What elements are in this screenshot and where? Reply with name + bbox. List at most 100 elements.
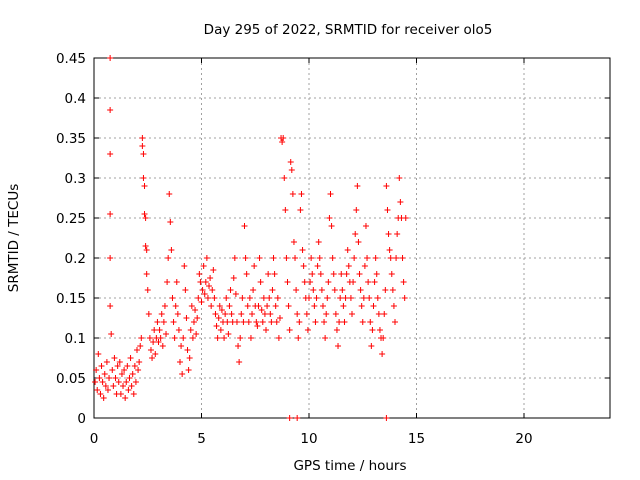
data-point — [263, 327, 269, 333]
data-point — [190, 319, 197, 325]
data-point — [272, 303, 279, 309]
data-point — [257, 279, 264, 285]
data-point — [130, 391, 137, 397]
data-point — [281, 175, 288, 181]
data-point — [151, 327, 158, 333]
data-point — [376, 327, 383, 333]
data-point — [361, 263, 368, 269]
data-point — [193, 331, 200, 337]
data-point — [267, 311, 274, 317]
data-point — [246, 295, 253, 301]
data-point — [351, 255, 358, 261]
plot-frame — [93, 57, 611, 419]
data-point — [382, 287, 389, 293]
data-point — [115, 379, 122, 385]
data-point — [242, 255, 249, 261]
data-point — [283, 255, 290, 261]
data-point — [284, 279, 291, 285]
data-point — [399, 255, 406, 261]
y-tick-label: 0.4 — [65, 91, 86, 107]
data-point — [170, 319, 177, 325]
data-point — [336, 319, 343, 325]
data-point — [321, 319, 328, 325]
data-point — [386, 247, 393, 253]
data-point — [184, 347, 191, 353]
data-point — [317, 271, 324, 277]
data-point — [309, 271, 316, 277]
data-point — [213, 323, 220, 329]
data-point — [92, 379, 99, 385]
data-point — [194, 315, 201, 321]
data-point — [175, 327, 182, 333]
data-point — [137, 343, 144, 349]
data-point — [141, 211, 148, 217]
data-point — [196, 271, 203, 277]
y-tick-label: 0.45 — [56, 51, 86, 67]
data-point — [380, 335, 387, 341]
data-point — [124, 363, 131, 369]
data-point — [384, 207, 391, 213]
data-point — [369, 327, 376, 333]
data-point — [359, 319, 366, 325]
data-point — [244, 303, 251, 309]
data-point — [330, 271, 337, 277]
data-point — [132, 379, 139, 385]
x-tick-label: 10 — [300, 431, 317, 447]
data-point — [222, 311, 229, 317]
data-point — [294, 415, 301, 421]
data-point — [312, 319, 319, 325]
data-point — [155, 339, 162, 345]
data-point — [365, 279, 372, 285]
data-point — [143, 271, 150, 277]
data-point — [192, 307, 199, 313]
data-point — [347, 295, 354, 301]
data-point — [135, 367, 142, 373]
data-point — [367, 319, 374, 325]
data-points — [92, 55, 409, 421]
data-point — [160, 319, 167, 325]
data-point — [107, 107, 114, 113]
data-point — [206, 283, 213, 289]
data-point — [383, 415, 390, 421]
data-point — [333, 327, 340, 333]
data-point — [357, 287, 364, 293]
data-point — [187, 327, 194, 333]
data-point — [129, 371, 136, 377]
data-point — [261, 311, 268, 317]
data-point — [227, 287, 234, 293]
data-point — [198, 299, 205, 305]
x-tick-label: 5 — [197, 431, 206, 447]
data-point — [288, 167, 295, 173]
data-point — [169, 295, 176, 301]
data-point — [344, 247, 351, 253]
data-point — [286, 327, 293, 333]
data-point — [381, 311, 388, 317]
data-point — [366, 295, 373, 301]
data-point — [310, 287, 317, 293]
data-point — [235, 343, 242, 349]
data-point — [96, 375, 103, 381]
x-tick-label: 15 — [408, 431, 425, 447]
data-point — [383, 183, 390, 189]
data-point — [392, 319, 398, 325]
data-point — [341, 319, 348, 325]
data-point — [290, 239, 297, 245]
data-point — [342, 295, 349, 301]
data-point — [180, 335, 187, 341]
data-point — [356, 271, 363, 277]
data-point — [157, 335, 164, 341]
data-point — [186, 355, 193, 361]
data-point — [214, 335, 221, 341]
data-point — [117, 391, 124, 397]
data-point — [325, 279, 332, 285]
data-point — [145, 311, 152, 317]
data-point — [289, 191, 296, 197]
data-point — [102, 383, 109, 389]
data-point — [388, 271, 395, 277]
data-point — [379, 351, 386, 357]
data-point — [173, 279, 180, 285]
data-point — [233, 319, 240, 325]
data-point — [339, 287, 346, 293]
y-tick-label: 0.35 — [56, 131, 86, 147]
data-point — [285, 303, 292, 309]
